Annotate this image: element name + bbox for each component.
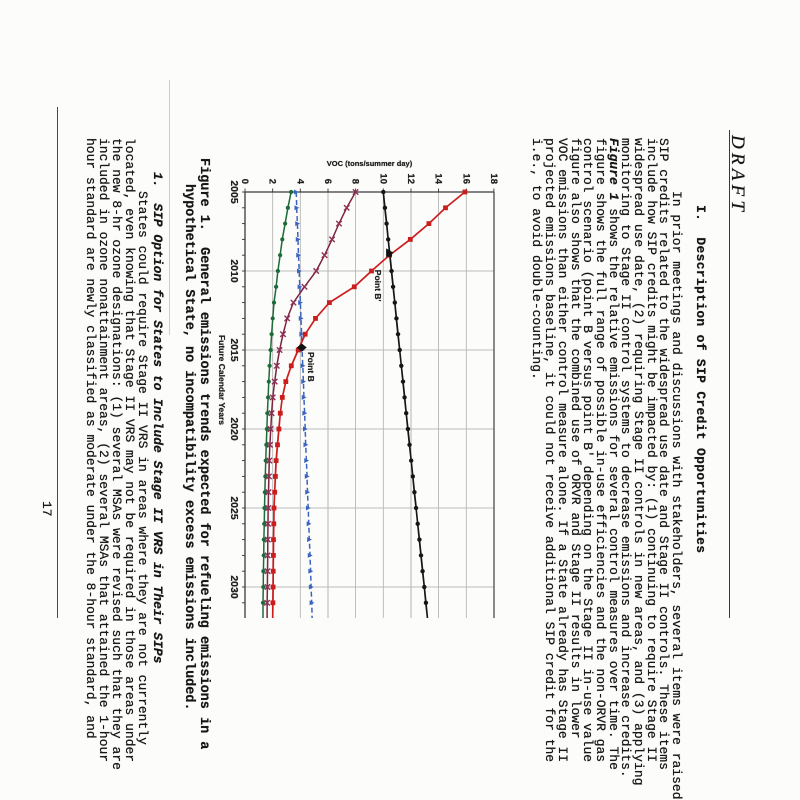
svg-text:14: 14 [433,173,444,184]
svg-text:8: 8 [350,179,361,184]
svg-text:0: 0 [239,179,250,184]
svg-text:16: 16 [460,173,471,184]
svg-text:2005: 2005 [228,180,240,204]
svg-text:Point B': Point B' [373,270,383,302]
svg-text:6: 6 [322,179,333,184]
svg-text:4: 4 [294,179,305,185]
svg-text:2030: 2030 [228,575,240,599]
svg-text:2025: 2025 [228,496,240,520]
svg-text:2010: 2010 [228,259,240,283]
svg-text:2015: 2015 [228,338,240,362]
svg-text:Future Calendar Years: Future Calendar Years [217,335,227,425]
svg-text:VOC (tons/summer day): VOC (tons/summer day) [327,159,413,168]
svg-text:2: 2 [267,179,278,184]
svg-text:18: 18 [488,173,499,184]
svg-text:2020: 2020 [228,417,240,441]
svg-text:12: 12 [405,173,416,184]
svg-text:Point B: Point B [306,352,316,382]
svg-text:10: 10 [377,173,388,184]
